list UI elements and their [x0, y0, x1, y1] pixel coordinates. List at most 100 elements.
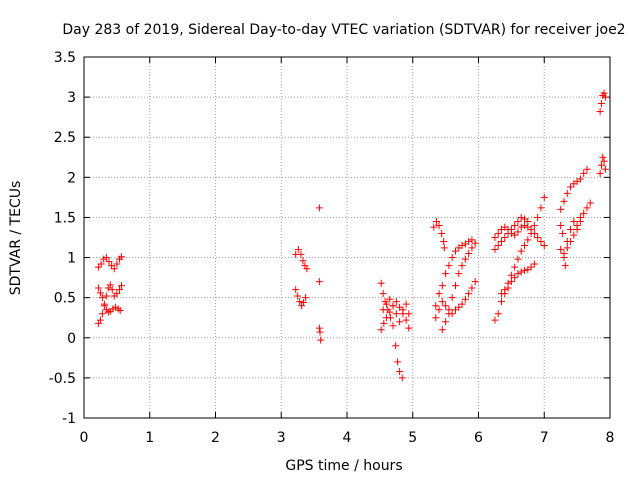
series-arc-e3 — [491, 213, 532, 254]
data-point — [521, 242, 529, 250]
data-point — [461, 295, 469, 303]
data-point — [379, 306, 387, 314]
data-point — [491, 316, 499, 324]
data-point — [100, 302, 108, 310]
series-arc-b3 — [315, 204, 325, 344]
data-point — [440, 244, 448, 252]
data-point — [392, 298, 400, 306]
data-point — [461, 255, 469, 263]
series-arc-g1 — [596, 153, 609, 177]
data-point — [389, 322, 397, 330]
series-arc-d1 — [430, 217, 448, 252]
data-point — [405, 324, 413, 332]
data-point — [315, 278, 323, 286]
data-point — [491, 234, 499, 241]
data-point — [435, 306, 443, 314]
data-point — [599, 153, 607, 161]
data-point — [458, 242, 466, 250]
data-point — [448, 310, 456, 318]
data-point — [96, 316, 104, 324]
y-tick-label: 3.5 — [54, 50, 76, 66]
data-point — [580, 209, 588, 217]
data-point — [117, 253, 125, 261]
y-tick-label: 1.5 — [54, 210, 76, 226]
data-point — [557, 246, 565, 254]
data-point — [440, 238, 448, 246]
data-point — [557, 205, 565, 213]
data-point — [576, 213, 584, 221]
data-point — [97, 260, 105, 268]
data-point — [458, 300, 466, 308]
data-point — [586, 199, 594, 207]
data-point — [471, 278, 479, 286]
data-point — [432, 217, 440, 225]
data-point — [386, 295, 394, 303]
y-tick-label: 3 — [67, 90, 76, 106]
data-point — [597, 161, 605, 169]
data-point — [511, 263, 519, 271]
data-point — [386, 308, 394, 316]
data-point — [517, 223, 525, 231]
series-arc-a1 — [94, 253, 125, 273]
data-point — [392, 342, 400, 350]
data-point — [377, 279, 385, 287]
data-point — [600, 89, 608, 97]
data-point — [468, 284, 476, 292]
data-point — [98, 310, 106, 318]
x-axis-label: GPS time / hours — [285, 458, 402, 474]
y-tick-label: -0.5 — [49, 371, 76, 387]
x-tick-label: 4 — [343, 430, 352, 446]
data-point — [455, 303, 463, 311]
data-point — [116, 307, 124, 315]
data-point — [399, 306, 407, 314]
data-point — [294, 292, 302, 300]
data-point — [517, 268, 525, 276]
data-point — [438, 282, 446, 290]
data-point — [494, 310, 502, 318]
data-point — [511, 221, 519, 229]
data-point — [98, 294, 106, 302]
data-point — [521, 266, 529, 274]
series-arc-f2 — [557, 165, 591, 213]
data-point — [498, 290, 506, 298]
data-point — [494, 229, 502, 237]
data-point — [402, 316, 410, 324]
data-point — [537, 204, 545, 212]
x-axis-ticks: 0 1 2 3 4 5 6 7 8 — [80, 57, 614, 446]
data-point — [514, 255, 522, 263]
data-point — [504, 229, 512, 237]
data-point — [524, 236, 532, 244]
data-point — [596, 108, 604, 116]
y-tick-label: 0.5 — [54, 291, 76, 307]
data-point — [102, 292, 110, 300]
data-point — [468, 244, 476, 252]
data-point — [601, 93, 609, 101]
data-point — [442, 302, 450, 310]
data-point — [465, 238, 473, 246]
data-point — [292, 286, 300, 294]
data-point — [430, 223, 438, 231]
y-axis-label: SDTVAR / TECUs — [8, 181, 24, 296]
series-arc-e4 — [498, 193, 548, 298]
data-point — [116, 286, 124, 294]
data-point — [498, 298, 506, 306]
data-point — [465, 250, 473, 258]
data-point — [294, 246, 302, 254]
data-point — [573, 221, 581, 229]
data-point — [102, 254, 110, 262]
data-point — [296, 298, 304, 306]
data-point — [583, 204, 591, 212]
series-arc-d4 — [438, 239, 479, 334]
data-point — [432, 314, 440, 322]
data-point — [601, 165, 609, 173]
data-point — [527, 229, 535, 237]
data-point — [557, 221, 565, 229]
data-point — [530, 260, 538, 268]
data-point — [394, 358, 402, 366]
data-point — [316, 328, 324, 336]
data-point — [468, 236, 476, 244]
data-point — [600, 157, 608, 165]
data-point — [113, 290, 121, 298]
data-point — [94, 284, 102, 292]
